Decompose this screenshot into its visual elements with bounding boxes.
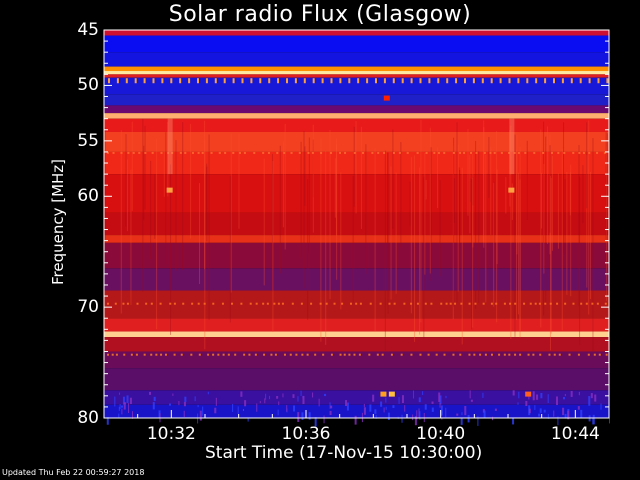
band-14 — [104, 212, 609, 236]
y-tick-label-70: 70 — [77, 297, 99, 318]
band-21 — [104, 337, 609, 352]
chart-title: Solar radio Flux (Glasgow) — [168, 2, 472, 27]
band-9 — [104, 113, 609, 119]
x-tick-label-1: 10:36 — [281, 424, 331, 444]
burst-2 — [508, 187, 515, 193]
band-13 — [104, 174, 609, 213]
plot-frame — [103, 29, 610, 419]
band-19 — [104, 318, 609, 332]
burst-1 — [166, 187, 173, 193]
burst-0 — [383, 95, 390, 101]
band-17 — [104, 268, 609, 291]
band-25 — [104, 404, 609, 418]
band-0 — [104, 30, 609, 36]
y-tick-label-80: 80 — [77, 408, 99, 428]
spectrogram-bands — [104, 30, 609, 418]
band-22 — [104, 351, 609, 369]
band-8 — [104, 105, 609, 114]
spectrogram-texture — [104, 78, 610, 427]
band-3 — [104, 66, 609, 72]
band-16 — [104, 242, 609, 269]
band-7 — [104, 94, 609, 106]
burst-5 — [525, 391, 532, 397]
band-20 — [104, 331, 609, 338]
band-2 — [104, 52, 609, 67]
axis-ticks — [104, 29, 609, 419]
burst-4 — [388, 391, 395, 397]
y-tick-label-50: 50 — [77, 75, 99, 96]
x-tick-label-2: 10:40 — [416, 424, 466, 444]
band-11 — [104, 131, 609, 152]
band-4 — [104, 71, 609, 75]
band-5 — [104, 74, 609, 78]
spectrogram-features — [166, 95, 532, 397]
band-12 — [104, 151, 609, 175]
y-tick-label-45: 45 — [77, 20, 99, 40]
y-tick-label-60: 60 — [77, 186, 99, 207]
y-tick-label-55: 55 — [77, 130, 99, 151]
x-tick-label-3: 10:44 — [550, 424, 600, 444]
x-axis-label: Start Time (17-Nov-15 10:30:00) — [205, 443, 483, 463]
band-23 — [104, 368, 609, 391]
band-1 — [104, 35, 609, 53]
x-tick-label-0: 10:32 — [146, 424, 196, 444]
band-10 — [104, 118, 609, 132]
burst-3 — [380, 391, 387, 397]
updated-timestamp: Updated Thu Feb 22 00:59:27 2018 — [2, 468, 145, 477]
band-15 — [104, 235, 609, 243]
